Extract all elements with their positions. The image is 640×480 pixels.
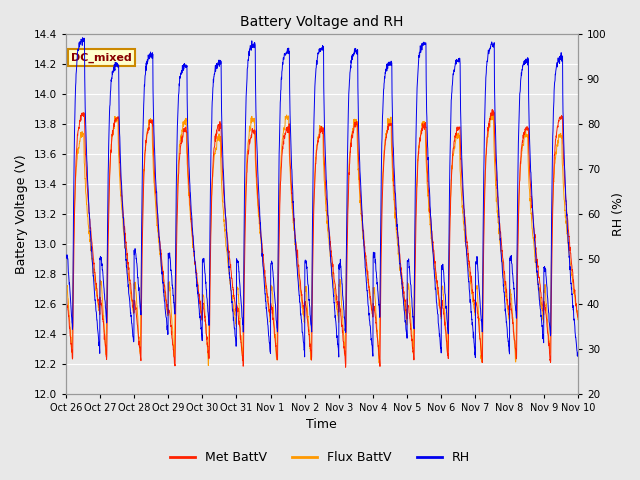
Text: DC_mixed: DC_mixed [71,52,132,62]
Title: Battery Voltage and RH: Battery Voltage and RH [240,15,403,29]
X-axis label: Time: Time [307,419,337,432]
Legend: Met BattV, Flux BattV, RH: Met BattV, Flux BattV, RH [165,446,475,469]
Y-axis label: RH (%): RH (%) [612,192,625,236]
Y-axis label: Battery Voltage (V): Battery Voltage (V) [15,154,28,274]
